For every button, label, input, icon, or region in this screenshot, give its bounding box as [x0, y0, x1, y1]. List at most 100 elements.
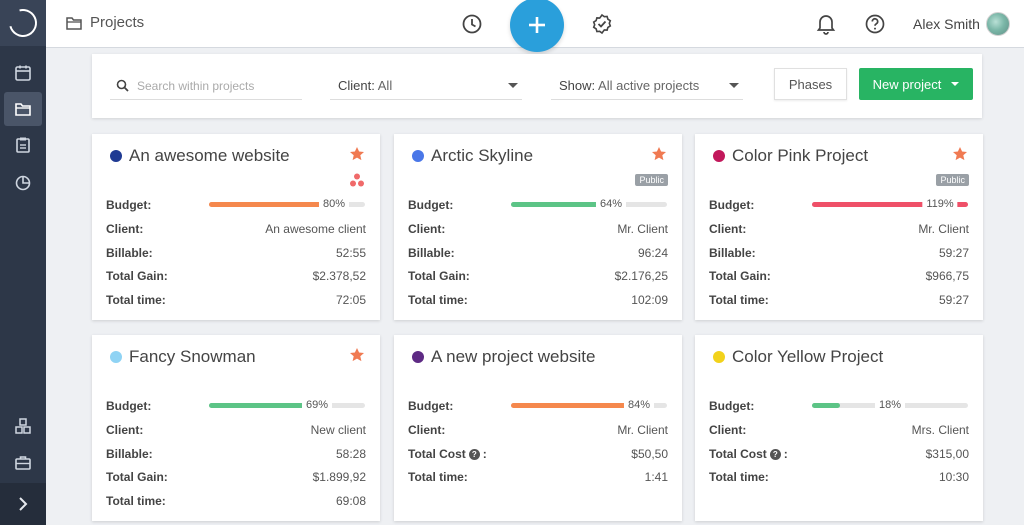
phases-button[interactable]: Phases [774, 68, 847, 100]
row-label: Total time: [408, 293, 468, 307]
sidebar-item-projects[interactable] [4, 92, 42, 126]
project-card[interactable]: Color Pink Project Public Budget: 119% Clien… [695, 134, 983, 320]
star-icon[interactable] [952, 146, 968, 162]
help-button[interactable] [863, 12, 887, 36]
budget-progress-bar: 18% [812, 397, 968, 413]
row-label: Total Gain: [408, 269, 470, 283]
budget-fill [511, 403, 642, 408]
row-label-text: Total Gain: [709, 269, 771, 283]
project-card[interactable]: A new project website Budget: 84% Client: Mr… [394, 335, 682, 521]
project-color-dot [412, 351, 424, 363]
clipboard-icon [16, 137, 30, 153]
app-logo[interactable] [0, 0, 46, 46]
budget-fill [812, 202, 968, 207]
budget-percent: 80% [318, 196, 350, 212]
row-label: Billable: [408, 246, 455, 260]
row-value: $50,50 [631, 447, 668, 461]
info-row: Client: Mr. Client [709, 220, 969, 238]
sidebar-item-admin[interactable] [4, 446, 42, 480]
info-row: Client: Mrs. Client [709, 421, 969, 439]
sidebar-item-tasks[interactable] [4, 128, 42, 162]
row-label: Billable: [106, 246, 153, 260]
row-label-text: Total time: [709, 470, 769, 484]
row-label-text: Budget: [709, 198, 755, 212]
user-name[interactable]: Alex Smith [913, 16, 980, 32]
star-icon[interactable] [349, 146, 365, 162]
sidebar-expand-button[interactable] [0, 483, 46, 525]
client-select[interactable]: Client: All [330, 72, 522, 100]
info-row: Client: Mr. Client [408, 421, 668, 439]
row-label: Total Gain: [709, 269, 771, 283]
info-row: Client: Mr. Client [408, 220, 668, 238]
timer-button[interactable] [460, 12, 484, 36]
row-label: Client: [408, 222, 445, 236]
logo-ring-icon [3, 3, 43, 43]
row-value: 52:55 [335, 246, 366, 260]
project-name: Arctic Skyline [431, 146, 534, 165]
briefcase-icon [15, 456, 31, 470]
sidebar-item-reports[interactable] [4, 166, 42, 200]
project-title[interactable]: Color Yellow Project [713, 347, 883, 367]
project-title[interactable]: A new project website [412, 347, 595, 367]
row-label-text: Budget: [106, 198, 152, 212]
row-value: 69:08 [335, 494, 366, 508]
row-label: Total time: [106, 494, 166, 508]
star-icon[interactable] [651, 146, 667, 162]
info-row: Billable: 52:55 [106, 244, 366, 262]
info-row: Client: An awesome client [106, 220, 366, 238]
chevron-right-icon [19, 497, 28, 511]
project-name: Color Yellow Project [732, 347, 884, 366]
project-name: Fancy Snowman [129, 347, 256, 366]
sidebar [0, 0, 46, 525]
approvals-button[interactable] [590, 12, 614, 36]
project-card[interactable]: Arctic Skyline Public Budget: 64% Client: Mr.… [394, 134, 682, 320]
project-title[interactable]: An awesome website [110, 146, 290, 166]
cubes-icon [15, 418, 31, 434]
project-card[interactable]: An awesome website Budget: 80% Client: An aw… [92, 134, 380, 320]
row-label: Budget: [106, 198, 151, 212]
row-label-text: Client: [106, 222, 144, 236]
folder-icon [66, 16, 82, 30]
row-label-text: Total time: [709, 293, 769, 307]
project-color-dot [110, 150, 122, 162]
row-value: Mr. Client [918, 222, 969, 236]
project-title[interactable]: Fancy Snowman [110, 347, 256, 367]
row-label-text: Budget: [408, 399, 454, 413]
project-title[interactable]: Color Pink Project [713, 146, 868, 166]
chevron-down-icon [508, 83, 518, 88]
help-icon[interactable]: ? [468, 448, 480, 460]
row-value: $1.899,92 [312, 470, 366, 484]
project-card[interactable]: Color Yellow Project Budget: 18% Client: Mrs… [695, 335, 983, 521]
show-select-value: All active projects [598, 78, 700, 93]
row-label: Budget: [709, 399, 754, 413]
row-label-text: Billable: [106, 246, 153, 260]
row-value: 1:41 [644, 470, 668, 484]
sidebar-item-calendar[interactable] [4, 56, 42, 90]
avatar[interactable] [986, 12, 1010, 36]
breadcrumb: Projects [66, 14, 144, 31]
search-placeholder: Search within projects [137, 78, 255, 93]
row-label-text: Total time: [106, 494, 166, 508]
help-icon[interactable]: ? [769, 448, 781, 460]
sidebar-item-integrations[interactable] [4, 409, 42, 443]
budget-fill [209, 403, 317, 408]
row-label-text: Budget: [709, 399, 755, 413]
new-project-button[interactable]: New project [859, 68, 973, 100]
row-value: Mr. Client [617, 423, 668, 437]
client-select-value: All [377, 78, 393, 93]
add-button[interactable] [510, 0, 564, 52]
info-row: Total time: 59:27 [709, 291, 969, 309]
star-icon[interactable] [349, 347, 365, 363]
info-row: Total time: 10:30 [709, 468, 969, 486]
notifications-button[interactable] [814, 12, 838, 36]
budget-fill [209, 202, 334, 207]
info-row: Total Gain: $1.899,92 [106, 468, 366, 486]
search-input[interactable]: Search within projects [110, 72, 302, 100]
row-label-text: Client: [408, 423, 446, 437]
asana-triangle-icon [350, 173, 364, 187]
project-title[interactable]: Arctic Skyline [412, 146, 533, 166]
project-color-dot [713, 351, 725, 363]
check-badge-icon [592, 13, 612, 35]
project-card[interactable]: Fancy Snowman Budget: 69% Client: New client… [92, 335, 380, 521]
show-select[interactable]: Show: All active projects [551, 72, 743, 100]
